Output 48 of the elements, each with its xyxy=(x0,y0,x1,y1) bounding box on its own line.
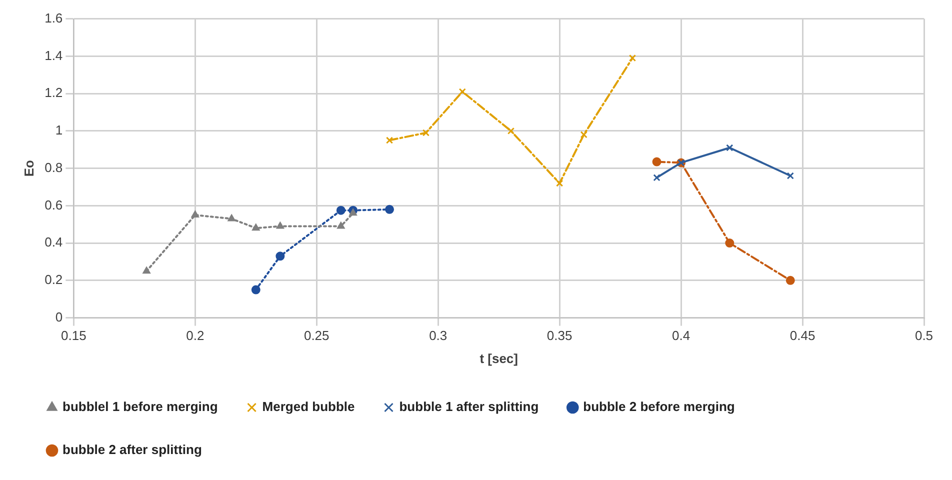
point xyxy=(276,222,284,229)
point xyxy=(336,206,346,215)
point xyxy=(349,208,358,216)
y-tick-label: 0.4 xyxy=(44,234,63,250)
x-axis-title: t [sec] xyxy=(480,350,518,366)
point xyxy=(726,144,734,152)
point xyxy=(386,136,394,144)
legend-label: bubble 2 before merging xyxy=(583,399,735,414)
x-tick-label: 0.15 xyxy=(61,328,86,344)
y-tick-label: 1.2 xyxy=(44,85,63,100)
point xyxy=(276,252,285,261)
y-tick-label: 0.2 xyxy=(44,272,63,288)
point xyxy=(786,276,795,285)
point xyxy=(786,172,794,180)
y-tick-label: 0.8 xyxy=(44,160,63,175)
legend-label: bubblel 1 before merging xyxy=(62,399,218,414)
legend-label: Merged bubble xyxy=(262,399,355,414)
x-tick-label: 0.2 xyxy=(186,328,204,344)
point xyxy=(652,157,662,166)
x-tick-label: 0.4 xyxy=(672,328,690,344)
point xyxy=(556,180,564,187)
legend-label: bubble 1 after splitting xyxy=(399,399,539,414)
x-tick-label: 0.3 xyxy=(429,328,448,344)
point xyxy=(422,129,430,136)
point xyxy=(228,214,236,222)
point xyxy=(191,210,200,218)
point xyxy=(653,174,660,182)
y-tick-label: 1.4 xyxy=(44,48,63,63)
legend-label: bubble 2 after splitting xyxy=(62,442,202,458)
point xyxy=(507,127,515,135)
x-tick-label: 0.35 xyxy=(546,328,572,344)
x-tick-label: 0.45 xyxy=(790,328,816,344)
point xyxy=(142,266,151,274)
point xyxy=(385,204,394,214)
y-tick-label: 1 xyxy=(55,122,63,138)
point xyxy=(580,131,588,138)
y-axis-title: Eo xyxy=(21,160,36,177)
point xyxy=(252,224,260,231)
x-tick-label: 0.5 xyxy=(914,328,934,344)
point xyxy=(458,88,466,96)
y-tick-label: 1.6 xyxy=(44,10,63,26)
y-tick-label: 0 xyxy=(55,309,63,324)
point xyxy=(251,285,260,294)
y-tick-label: 0.6 xyxy=(44,197,63,212)
point xyxy=(336,222,345,229)
x-tick-label: 0.25 xyxy=(304,328,330,344)
point xyxy=(725,238,734,248)
point xyxy=(628,54,636,62)
